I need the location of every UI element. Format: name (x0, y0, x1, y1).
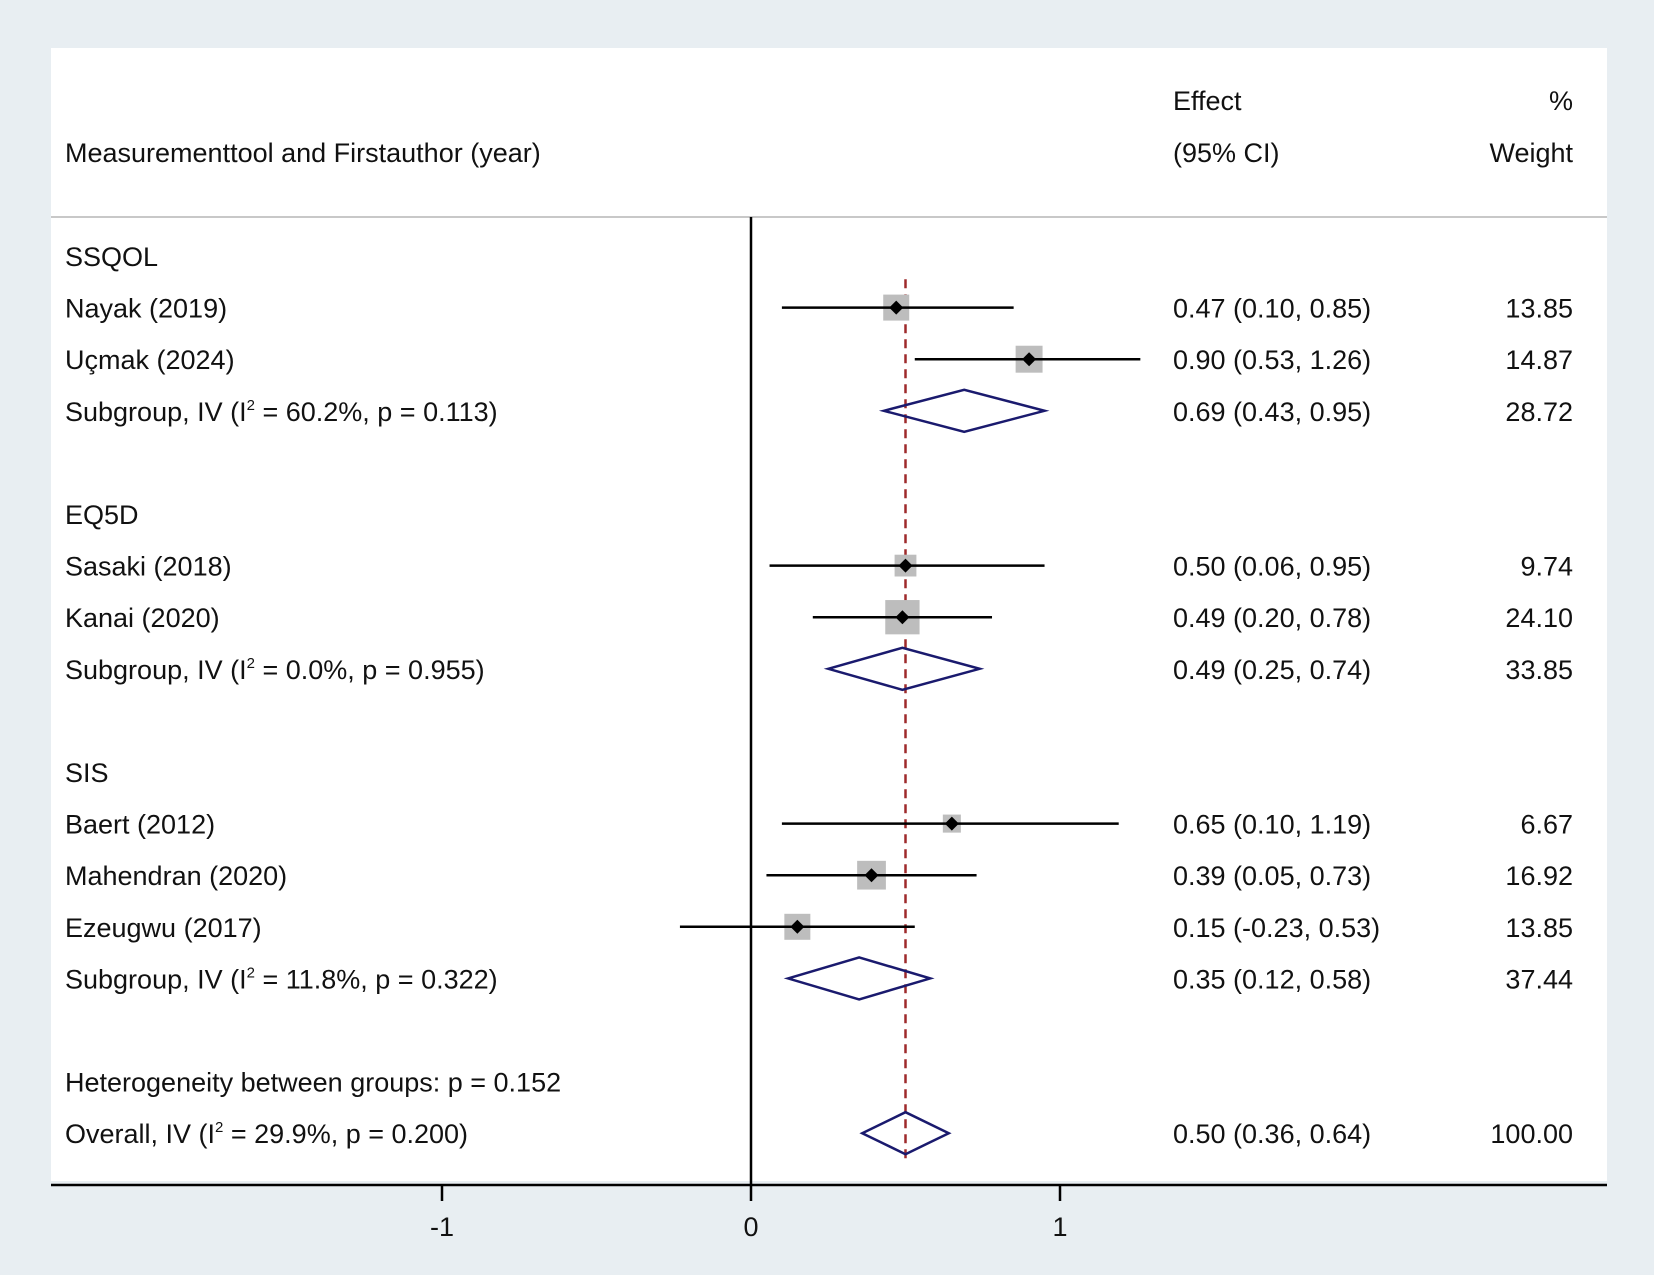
study-effect: 0.15 (-0.23, 0.53) (1173, 913, 1380, 943)
heterogeneity-note: Heterogeneity between groups: p = 0.152 (65, 1068, 561, 1098)
study-weight: 16.92 (1505, 861, 1573, 891)
study-weight: 9.74 (1520, 552, 1573, 582)
x-axis: -1 0 1 (51, 1183, 1607, 1242)
study-weight: 24.10 (1505, 603, 1573, 633)
study-label: Mahendran (2020) (65, 861, 287, 891)
point-estimate (944, 816, 959, 831)
overall-label: Overall, IV (I2 = 29.9%, p = 0.200) (65, 1119, 468, 1149)
table-rows: SSQOL Nayak (2019) 0.47 (0.10, 0.85) 13.85 U… (65, 242, 1573, 1149)
subgroup-weight: 37.44 (1505, 964, 1573, 994)
study-label: Kanai (2020) (65, 603, 220, 633)
group-label: SIS (65, 758, 109, 788)
study-effect: 0.50 (0.06, 0.95) (1173, 552, 1371, 582)
study-label: Uçmak (2024) (65, 345, 235, 375)
point-estimate (790, 919, 805, 934)
point-estimate (864, 868, 879, 883)
study-effect: 0.47 (0.10, 0.85) (1173, 294, 1371, 324)
x-tick-label: 1 (1052, 1212, 1067, 1242)
x-tick-label: 0 (743, 1212, 758, 1242)
study-effect: 0.65 (0.10, 1.19) (1173, 810, 1371, 840)
header-study: Measurementtool and Firstauthor (year) (65, 138, 541, 168)
study-weight: 6.67 (1520, 810, 1573, 840)
subgroup-label: Subgroup, IV (I2 = 0.0%, p = 0.955) (65, 655, 485, 685)
subgroup-effect: 0.49 (0.25, 0.74) (1173, 655, 1371, 685)
point-estimate (898, 558, 913, 573)
subgroup-diamond (783, 956, 935, 1001)
study-weight: 14.87 (1505, 345, 1573, 375)
plot-panel (51, 48, 1607, 1181)
group-label: SSQOL (65, 242, 158, 272)
overall-weight: 100.00 (1490, 1119, 1573, 1149)
study-effect: 0.49 (0.20, 0.78) (1173, 603, 1371, 633)
study-label: Ezeugwu (2017) (65, 913, 262, 943)
overall-diamond (859, 1110, 952, 1156)
subgroup-effect: 0.35 (0.12, 0.58) (1173, 964, 1371, 994)
header-effect: Effect (1173, 86, 1242, 116)
study-effect: 0.90 (0.53, 1.26) (1173, 345, 1371, 375)
subgroup-label: Subgroup, IV (I2 = 60.2%, p = 0.113) (65, 397, 498, 427)
study-weight: 13.85 (1505, 913, 1573, 943)
header-percent: % (1549, 86, 1573, 116)
header-ci: (95% CI) (1173, 138, 1280, 168)
subgroup-label: Subgroup, IV (I2 = 11.8%, p = 0.322) (65, 964, 498, 994)
study-weight: 13.85 (1505, 294, 1573, 324)
subgroup-effect: 0.69 (0.43, 0.95) (1173, 397, 1371, 427)
study-effect: 0.39 (0.05, 0.73) (1173, 861, 1371, 891)
subgroup-diamond (878, 388, 1050, 434)
study-label: Baert (2012) (65, 810, 215, 840)
study-label: Sasaki (2018) (65, 552, 232, 582)
header-weight: Weight (1489, 138, 1573, 168)
group-label: EQ5D (65, 500, 139, 530)
point-estimate (895, 610, 910, 625)
point-estimate (1022, 352, 1037, 367)
plot-marks (679, 217, 1141, 1185)
point-estimate (889, 300, 904, 315)
subgroup-diamond (823, 646, 985, 692)
subgroup-weight: 28.72 (1505, 397, 1573, 427)
study-label: Nayak (2019) (65, 294, 227, 324)
overall-effect: 0.50 (0.36, 0.64) (1173, 1119, 1371, 1149)
x-tick-label: -1 (430, 1212, 454, 1242)
subgroup-weight: 33.85 (1505, 655, 1573, 685)
